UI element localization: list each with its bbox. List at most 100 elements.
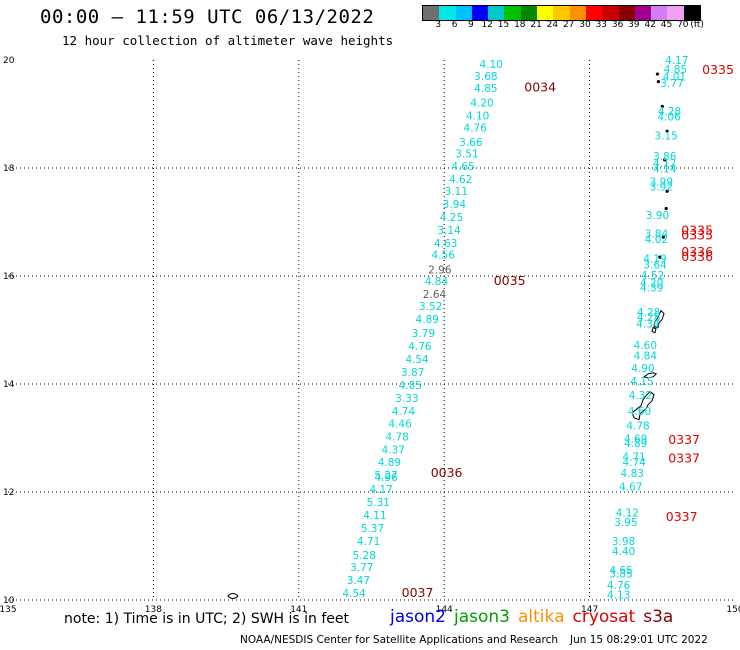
wave-height-value: 4.65 [451,161,474,173]
wave-height-value: 5.31 [367,497,390,509]
wave-height-value: 4.78 [626,420,649,432]
wave-height-value: 4.65 [609,565,632,577]
wave-height-value: 3.85 [609,568,632,580]
map-subtitle: 12 hour collection of altimeter wave hei… [62,33,394,48]
wave-height-value: 4.13 [607,589,630,601]
wave-height-value: 4.17 [369,484,392,496]
wave-height-value: 4.02 [645,234,668,246]
pass-time-label: 0335 [681,227,713,242]
color-swatch [504,6,521,20]
small-island [655,72,660,76]
wave-height-value: 4.46 [388,419,412,431]
lon-tick-label: 135 [0,605,17,615]
pass-time-label: 0335 [702,62,734,77]
lat-tick-label: 20 [3,56,15,66]
color-scale-label: 30 [579,20,591,30]
wave-height-value: 3.15 [654,130,677,142]
wave-height-value: 4.63 [434,238,457,250]
guam-island [631,391,655,421]
lon-tick-label: 138 [145,605,162,615]
wave-height-value: 3.66 [459,137,483,149]
small-island [664,206,668,211]
rota-island [643,372,658,379]
wave-height-value: 4.34 [636,318,660,330]
pass-time-label: 0034 [524,79,556,94]
color-swatch [667,6,684,20]
wave-height-value: 5.28 [353,550,376,562]
color-swatch [537,6,554,20]
credit-line: NOAA/NESDIS Center for Satellite Applica… [240,634,720,646]
pass-time-label: 0337 [666,509,698,524]
wave-height-value: 4.12 [653,158,676,170]
wave-height-value: 4.20 [470,97,493,109]
pass-time-label: 0336 [681,244,713,259]
satellite-tracks: 4.103.684.854.204.104.763.663.514.654.62… [342,55,688,602]
color-swatch [585,6,603,20]
wave-height-value: 4.89 [624,438,647,450]
wave-height-value: 4.06 [657,111,681,123]
map-title: 00:00 – 11:59 UTC 06/13/2022 [40,6,375,28]
wave-height-value: 3.14 [437,225,461,237]
wave-height-value: 4.78 [385,432,408,444]
wave-height-value: 4.20 [640,277,663,289]
wave-height-value: 3.92 [650,182,673,194]
wave-height-value: 3.84 [645,229,669,241]
wave-height-value: 4.84 [634,351,658,363]
lat-tick-label: 10 [3,596,15,606]
lon-tick-label: 144 [436,605,453,615]
wave-height-value: 3.79 [412,328,435,340]
wave-height-value: 4.71 [357,536,380,548]
wave-height-value: 4.76 [464,122,488,134]
color-scale-label: 45 [660,20,673,30]
wave-height-value: 4.67 [619,481,642,493]
wave-height-value: 2.96 [428,264,452,276]
wave-height-value: 4.60 [628,406,651,418]
color-swatch [683,6,701,20]
wave-height-value: 4.15 [630,376,653,388]
color-scale-label: 18 [514,20,526,30]
wave-height-value: 4.85 [399,380,422,392]
small-island [660,104,664,109]
wave-height-value: 5.27 [374,470,397,482]
wave-height-value: 3.98 [612,536,635,548]
wave-height-value: 4.74 [392,406,416,418]
lat-tick-label: 18 [3,164,15,174]
wave-height-value: 4.90 [631,363,654,375]
pass-time-label: 0035 [494,273,526,288]
color-scale-label: 6 [451,20,458,30]
wave-height-value: 3.64 [643,259,667,271]
wave-height-value: 4.71 [622,452,645,464]
wave-height-value: 4.74 [622,457,646,469]
color-swatch [520,6,538,20]
color-scale-label: 36 [611,20,624,30]
wave-height-value: 4.25 [440,212,463,224]
wave-height-value: 4.85 [474,83,497,95]
wave-height-value: 3.47 [347,575,370,587]
legend-jason2: jason2 [390,607,446,627]
wave-height-value: 4.28 [637,312,660,324]
lon-tick-label: 147 [581,605,598,615]
lon-tick-label: 141 [290,605,307,615]
color-scale-label: 15 [497,20,510,30]
wave-height-value: 4.62 [449,174,472,186]
color-swatch [423,6,440,20]
wave-height-value: 4.96 [374,472,398,484]
wave-height-value: 2.64 [423,289,447,301]
wave-height-value: 3.52 [419,301,442,313]
color-swatch [634,6,652,20]
small-island [656,80,661,84]
lat-tick-label: 12 [3,488,14,498]
wave-height-value: 4.85 [664,64,687,76]
wave-height-value: 4.39 [640,283,663,295]
wave-height-value: 4.17 [665,55,688,67]
wave-height-value: 4.56 [432,250,456,262]
color-scale-label: 12 [481,20,493,30]
wave-height-value: 4.10 [480,59,503,71]
wave-height-value: 4.84 [425,276,449,288]
color-scale-label: 27 [562,20,575,30]
color-swatch [471,6,489,20]
wave-height-value: 5.37 [361,523,384,535]
lat-tick-label: 16 [3,272,15,282]
wave-height-value: 4.19 [643,254,666,266]
wave-height-value: 3.33 [395,393,418,405]
